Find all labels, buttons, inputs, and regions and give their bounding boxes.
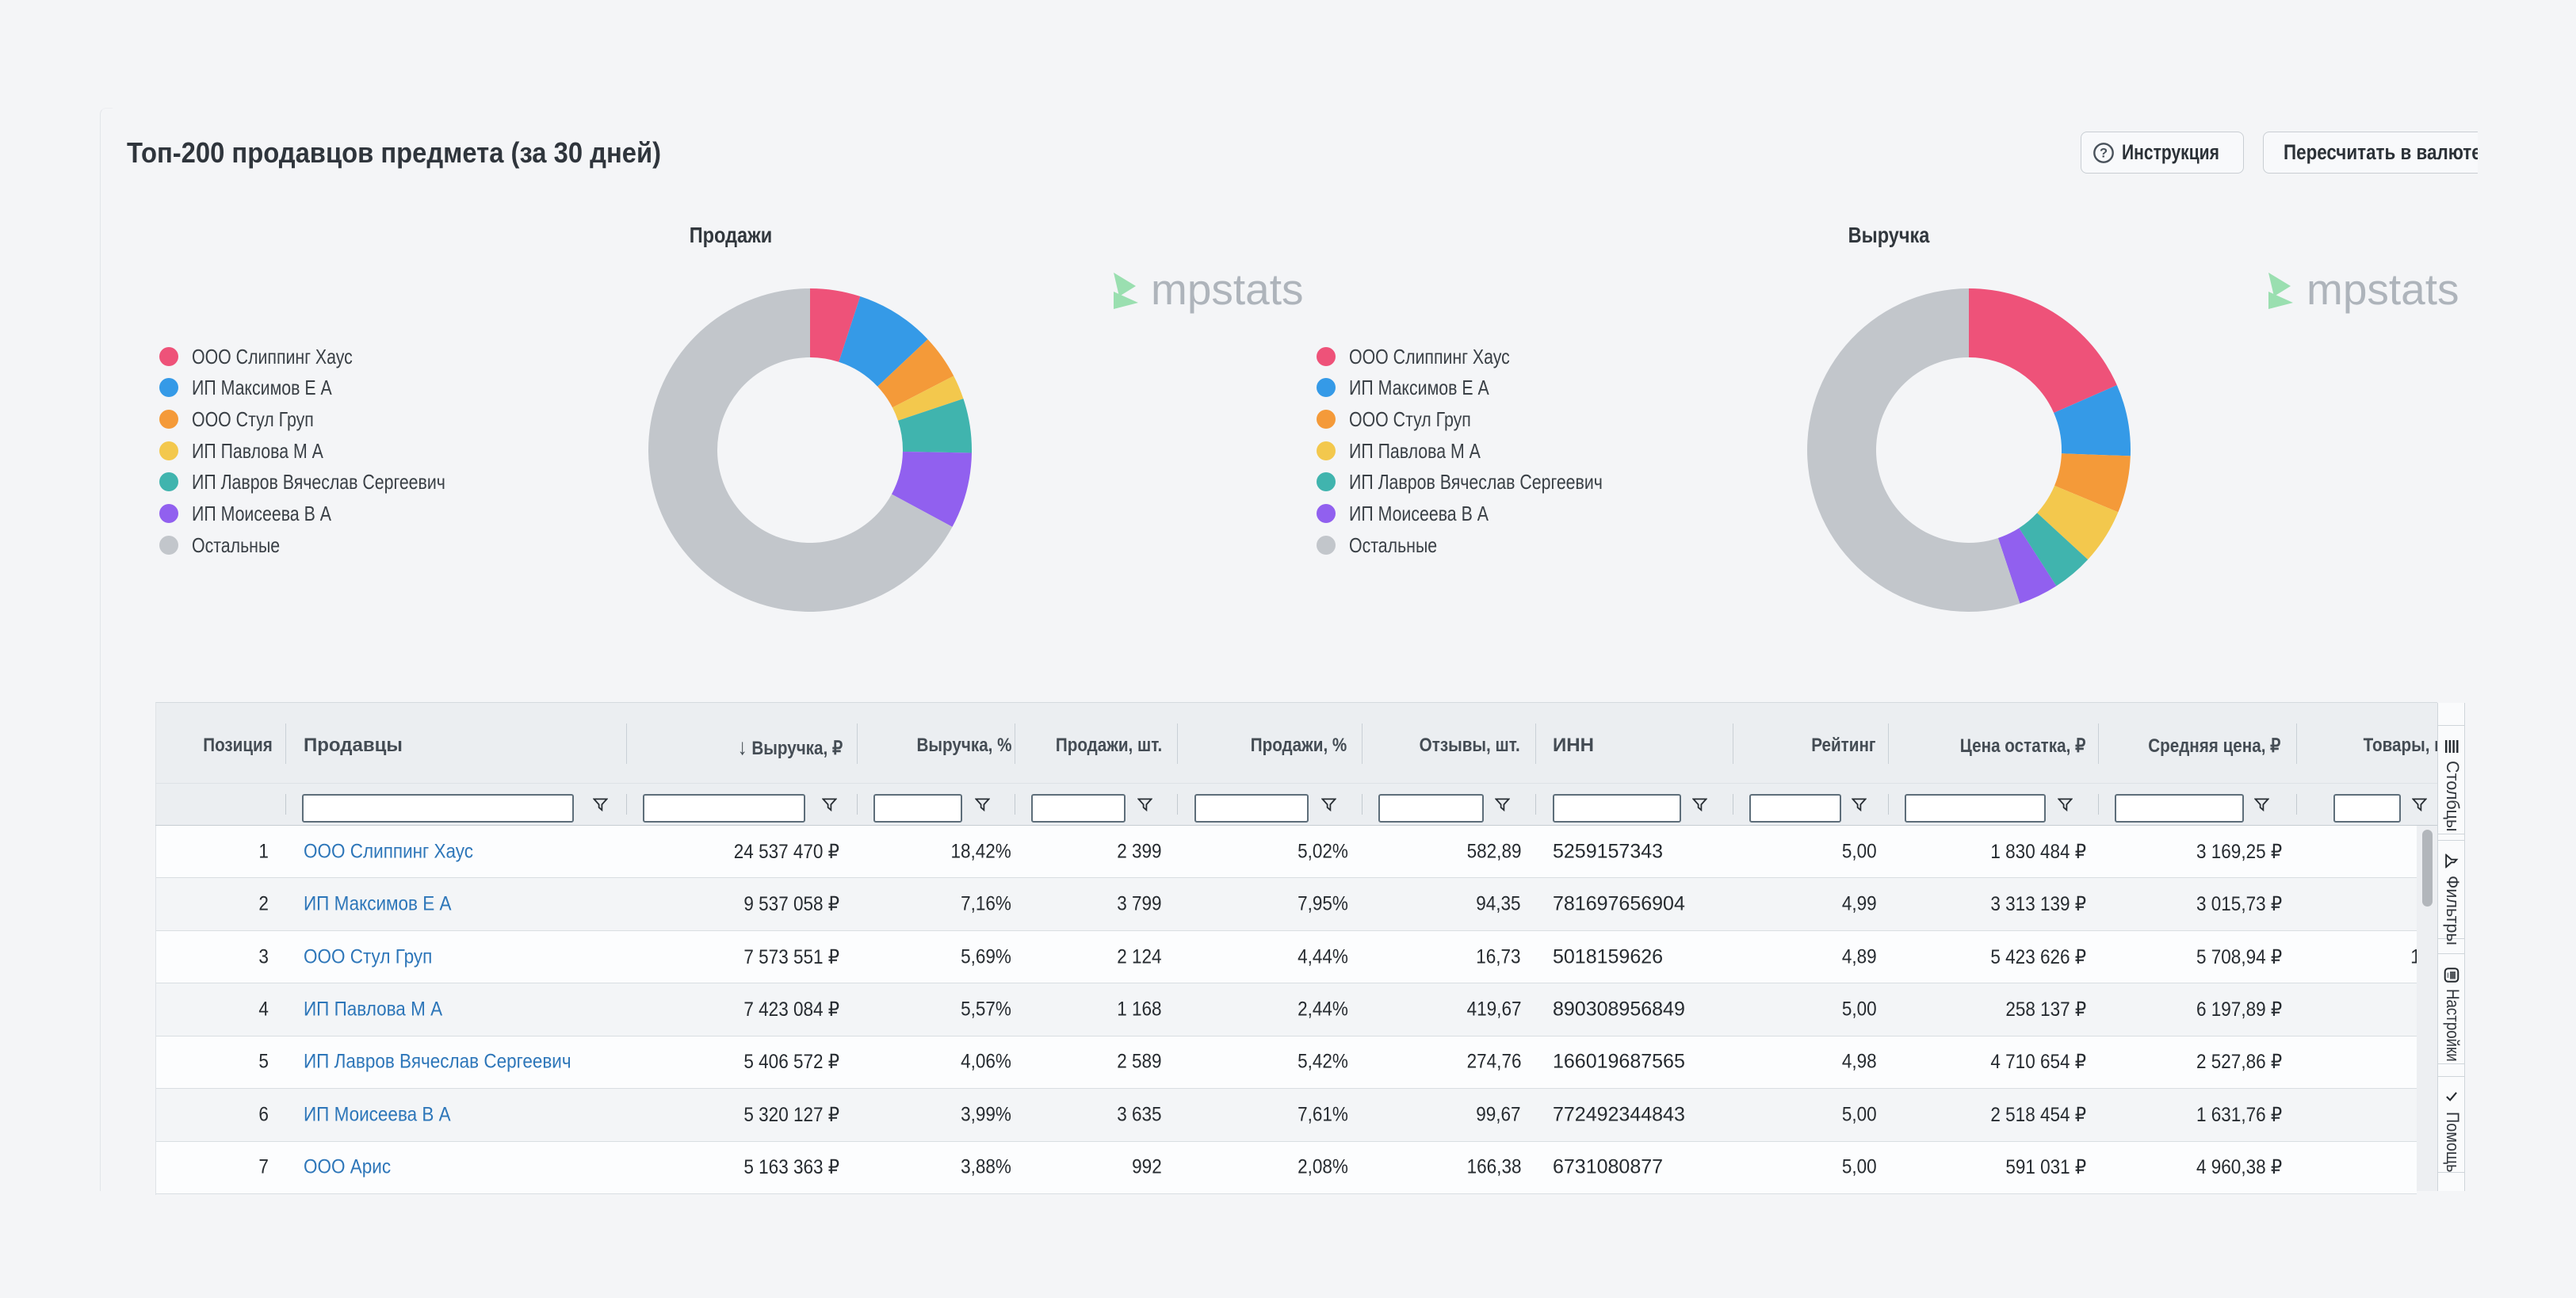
- svg-text:?: ?: [2100, 146, 2108, 160]
